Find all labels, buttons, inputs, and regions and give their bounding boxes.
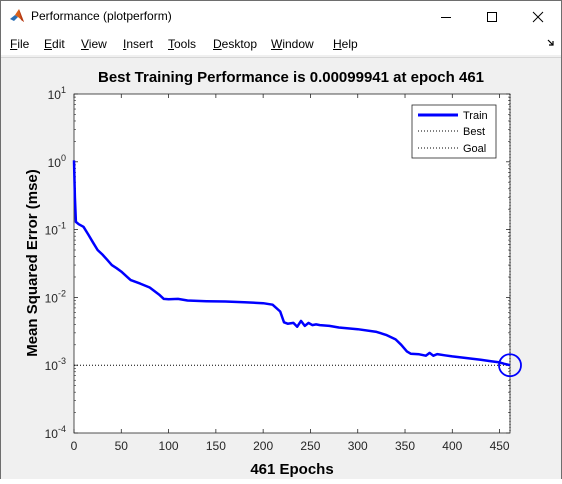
menu-bar: File Edit View Insert Tools Desktop Wind… — [1, 33, 561, 55]
legend-goal-label: Goal — [463, 143, 486, 155]
y-axis-label: Mean Squared Error (mse) — [24, 169, 41, 357]
menu-insert-label: nsert — [126, 37, 154, 51]
menu-file-label: ile — [17, 37, 30, 51]
legend-train-label: Train — [463, 110, 488, 122]
chart-title: Best Training Performance is 0.00099941 … — [98, 69, 484, 86]
menu-view-label: iew — [88, 37, 107, 51]
menu-window-label: indow — [282, 37, 314, 51]
y-tick-label: 10-4 — [45, 424, 66, 441]
figure-area: Best Training Performance is 0.00099941 … — [1, 57, 561, 479]
x-tick-label: 0 — [71, 439, 78, 453]
x-tick-label: 50 — [115, 439, 129, 453]
y-tick-label: 10-2 — [45, 288, 66, 305]
menu-window[interactable]: Window — [271, 37, 314, 51]
menu-edit-accel: E — [44, 37, 53, 51]
menu-help[interactable]: Help — [333, 37, 358, 51]
x-tick-label: 300 — [348, 439, 368, 453]
x-tick-label: 200 — [253, 439, 273, 453]
menu-view-accel: V — [81, 37, 89, 51]
legend[interactable]: Train Best Goal — [411, 104, 497, 159]
menu-edit[interactable]: Edit — [44, 37, 65, 51]
legend-best-label: Best — [463, 126, 485, 138]
maximize-button[interactable] — [469, 1, 515, 33]
menu-tools-accel: T — [168, 37, 174, 51]
window-title: Performance (plotperform) — [31, 9, 172, 23]
x-tick-label: 400 — [442, 439, 462, 453]
close-button[interactable] — [515, 1, 561, 33]
minimize-button[interactable] — [423, 1, 469, 33]
best-point-marker — [498, 353, 522, 378]
close-icon — [532, 11, 544, 23]
dock-arrow-icon[interactable] — [546, 38, 556, 48]
x-axis-label: 461 Epochs — [250, 461, 333, 478]
x-axis: 0 50 100 150 200 250 300 350 400 450 — [71, 94, 510, 453]
y-tick-label: 101 — [48, 85, 66, 102]
menu-view[interactable]: View — [81, 37, 107, 51]
menu-tools-label: ools — [174, 37, 197, 51]
menu-insert[interactable]: Insert — [123, 37, 153, 51]
menu-window-accel: W — [271, 37, 283, 51]
menu-file[interactable]: File — [10, 37, 29, 51]
y-tick-label: 10-3 — [45, 356, 66, 373]
x-tick-label: 150 — [206, 439, 226, 453]
menu-help-accel: H — [333, 37, 342, 51]
plot-lines — [72, 94, 522, 433]
minimize-icon — [441, 17, 451, 18]
matlab-logo-icon — [10, 9, 24, 22]
maximize-icon — [487, 12, 497, 22]
performance-chart: Best Training Performance is 0.00099941 … — [24, 69, 522, 478]
x-tick-label: 350 — [395, 439, 415, 453]
menu-edit-label: dit — [52, 37, 65, 51]
menu-tools[interactable]: Tools — [168, 37, 196, 51]
menu-desktop-label: esktop — [221, 37, 258, 51]
x-tick-label: 450 — [490, 439, 510, 453]
menu-desktop[interactable]: Desktop — [213, 37, 257, 51]
x-tick-label: 100 — [159, 439, 179, 453]
menu-insert-accel: I — [123, 37, 127, 51]
y-tick-label: 100 — [48, 153, 66, 170]
y-tick-label: 10-1 — [45, 221, 66, 238]
train-line — [72, 160, 511, 367]
menu-desktop-accel: D — [213, 37, 222, 51]
title-bar[interactable]: Performance (plotperform) — [1, 1, 561, 33]
menu-file-accel: F — [10, 37, 18, 51]
menu-help-label: elp — [341, 37, 358, 51]
x-tick-label: 250 — [300, 439, 320, 453]
